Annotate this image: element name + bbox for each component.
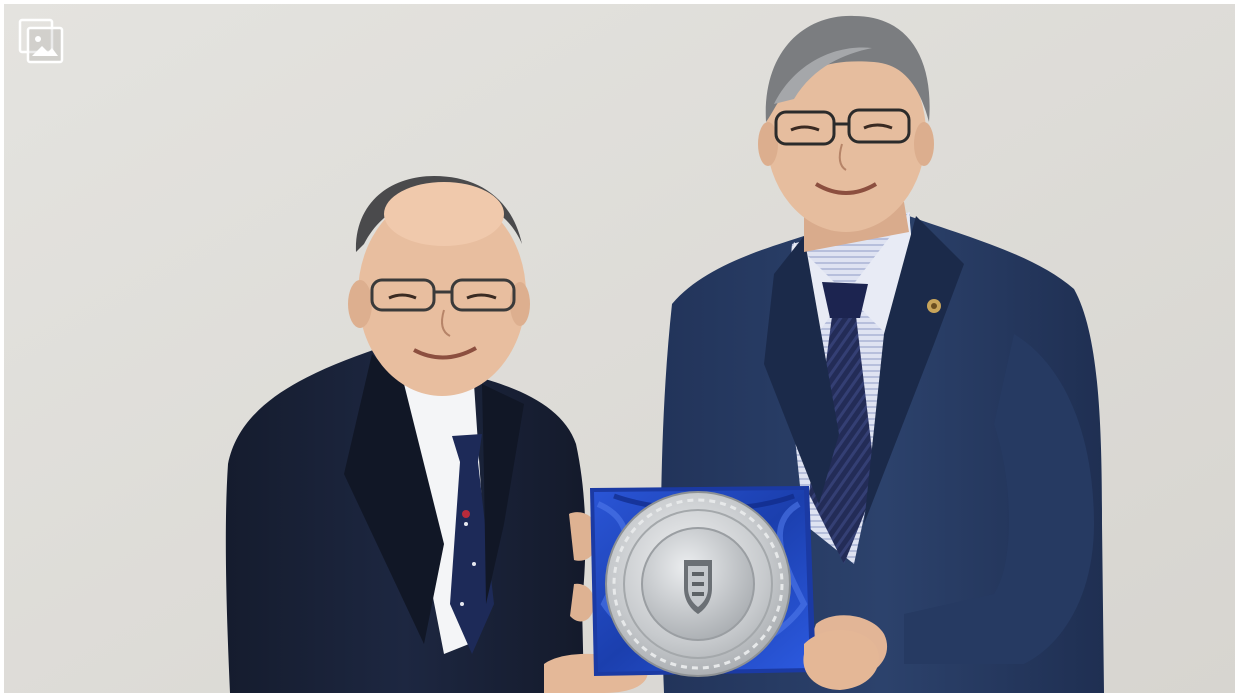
hand-right-man <box>803 629 879 690</box>
man-left <box>225 176 648 693</box>
award-plate-box <box>590 486 816 677</box>
ceremony-photo <box>4 4 1235 693</box>
photo-illustration <box>4 4 1235 693</box>
image-gallery-icon[interactable] <box>18 18 66 66</box>
